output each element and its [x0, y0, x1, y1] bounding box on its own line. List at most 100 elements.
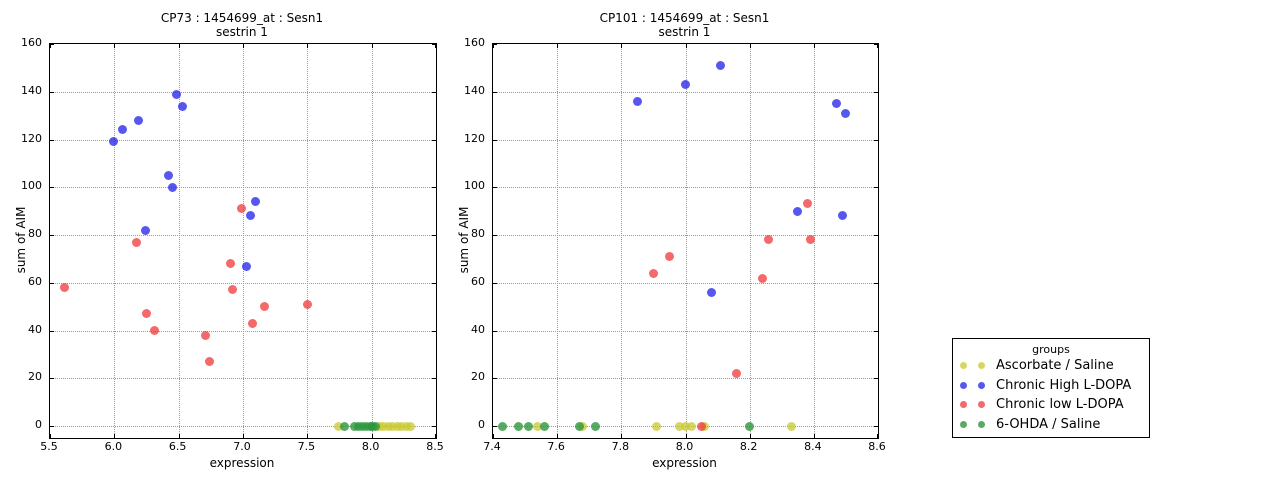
gridline — [50, 330, 436, 332]
y-tick-label: 80 — [28, 227, 42, 241]
gridline — [493, 235, 878, 237]
y-tick-mark — [874, 378, 878, 380]
data-point — [539, 421, 549, 431]
data-point — [260, 302, 270, 312]
y-tick-label: 20 — [28, 370, 42, 384]
y-tick-mark — [432, 44, 436, 45]
data-point — [533, 421, 543, 431]
legend-marker-icon — [978, 401, 985, 409]
x-tick-mark — [50, 44, 51, 48]
x-tick-mark — [557, 44, 559, 48]
legend-marker-icon — [960, 381, 967, 389]
y-tick-mark — [493, 44, 497, 45]
data-point — [371, 421, 381, 431]
legend-entry: Chronic High L-DOPA — [953, 376, 1149, 396]
y-tick-label: 40 — [28, 322, 42, 336]
gridline — [493, 330, 878, 332]
y-tick-mark — [493, 187, 497, 189]
legend-entry: Ascorbate / Saline — [953, 356, 1149, 376]
data-point — [681, 421, 690, 431]
data-point — [786, 421, 796, 431]
x-tick-mark — [435, 434, 436, 438]
x-tick-label: 6.0 — [104, 440, 123, 453]
data-point — [575, 421, 585, 431]
gridline — [114, 44, 116, 438]
y-tick-mark — [432, 330, 436, 332]
gridline — [493, 378, 878, 380]
data-point — [514, 421, 524, 431]
y-tick-mark — [50, 235, 54, 237]
data-point — [201, 330, 211, 340]
legend-marker-icon — [960, 401, 967, 409]
y-tick-mark — [493, 330, 497, 332]
gridline — [50, 426, 436, 428]
legend-entry-label: Chronic low L-DOPA — [996, 397, 1124, 413]
data-point — [149, 326, 159, 336]
data-point — [674, 421, 684, 431]
x-tick-label: 7.8 — [611, 440, 630, 453]
data-point — [205, 357, 215, 367]
x-tick-mark — [243, 434, 244, 438]
right-plot-title-line2: sestrin 1 — [658, 25, 711, 39]
data-point — [652, 421, 662, 431]
legend-entry-label: Chronic High L-DOPA — [996, 377, 1132, 393]
right-plot-title: CP101 : 1454699_at : Sesn1 sestrin 1 — [492, 11, 877, 39]
gridline — [493, 139, 878, 141]
legend-rows: Ascorbate / Saline Chronic High L-DOPA Chr… — [953, 356, 1149, 434]
data-point — [302, 299, 312, 309]
data-point — [108, 137, 118, 147]
left-plot-axes — [49, 43, 437, 439]
legend-marker-icon — [960, 420, 967, 428]
gridline — [50, 91, 436, 93]
x-tick-mark — [371, 44, 373, 48]
x-tick-mark — [685, 44, 687, 48]
y-tick-label: 20 — [471, 370, 485, 384]
y-tick-mark — [50, 378, 54, 380]
data-point — [838, 211, 848, 221]
legend: groups Ascorbate / Saline Chronic High L-… — [952, 338, 1150, 438]
data-point — [131, 237, 141, 247]
y-tick-mark — [432, 235, 436, 237]
x-tick-mark — [621, 44, 623, 48]
y-tick-mark — [50, 44, 54, 45]
left-plot-xlabel: expression — [209, 456, 275, 470]
data-point — [664, 252, 674, 262]
data-point — [333, 421, 343, 431]
y-tick-mark — [432, 187, 436, 189]
data-point — [793, 206, 803, 216]
y-tick-mark — [874, 282, 878, 284]
data-point — [831, 99, 841, 109]
data-point — [758, 273, 767, 283]
x-tick-label: 7.5 — [297, 440, 316, 453]
x-tick-mark — [749, 434, 751, 438]
gridline — [50, 282, 436, 284]
y-tick-mark — [874, 426, 878, 428]
y-tick-mark — [432, 378, 436, 380]
right-plot-title-line1: CP101 : 1454699_at : Sesn1 — [599, 11, 770, 25]
x-tick-label: 7.6 — [547, 440, 565, 453]
legend-marker-icon — [978, 362, 985, 370]
x-tick-label: 6.5 — [168, 440, 187, 453]
data-point — [378, 421, 388, 431]
right-plot-xlabel: expression — [652, 456, 717, 470]
x-tick-mark — [493, 434, 494, 438]
data-point — [387, 421, 397, 431]
gridline — [178, 44, 180, 438]
data-point — [142, 309, 151, 319]
data-point — [117, 125, 127, 135]
legend-entry-label: 6-OHDA / Saline — [996, 416, 1101, 432]
x-tick-label: 8.0 — [361, 440, 380, 453]
y-tick-label: 160 — [464, 36, 485, 49]
y-tick-label: 60 — [471, 274, 485, 288]
x-tick-mark — [749, 44, 751, 48]
data-point — [716, 60, 726, 70]
x-tick-mark — [243, 44, 244, 48]
y-tick-label: 0 — [478, 418, 485, 432]
x-tick-mark — [685, 434, 687, 438]
data-point — [167, 182, 177, 192]
data-point — [764, 235, 774, 245]
data-point — [247, 318, 257, 328]
data-point — [802, 199, 812, 209]
data-point — [681, 80, 690, 90]
y-tick-mark — [432, 91, 436, 93]
